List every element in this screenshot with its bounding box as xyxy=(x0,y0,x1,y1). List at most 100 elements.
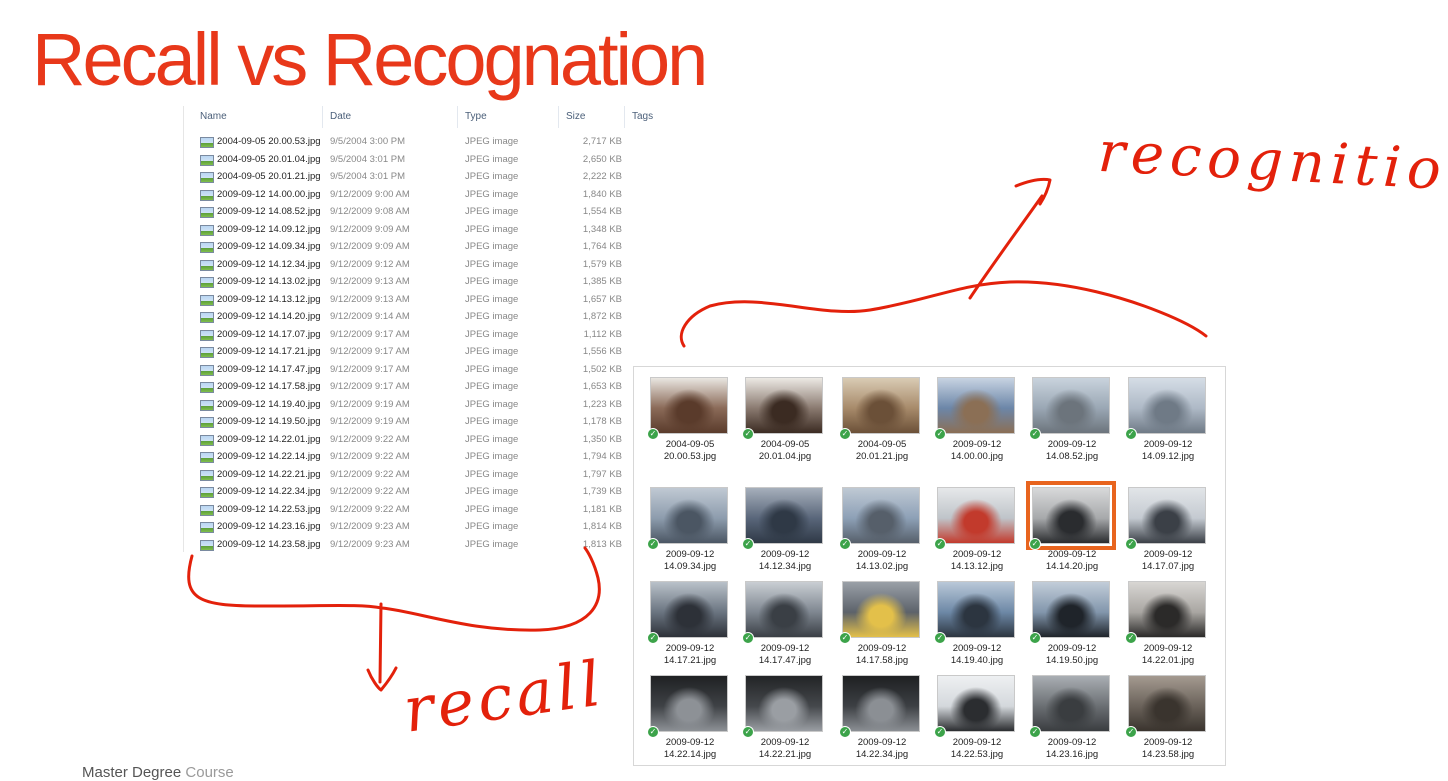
thumbnail-item[interactable]: ✓ 2009-09-12 14.17.21.jpg xyxy=(647,581,730,673)
thumbnail-item[interactable]: ✓ 2009-09-12 14.22.53.jpg xyxy=(934,675,1017,767)
file-row[interactable]: 2009-09-12 14.13.02.jpg 9/12/2009 9:13 AM… xyxy=(184,274,701,292)
photo-thumbnail[interactable] xyxy=(1128,377,1206,434)
thumbnail-item[interactable]: ✓ 2004-09-05 20.01.04.jpg xyxy=(742,377,825,469)
photo-thumbnail[interactable] xyxy=(650,675,728,732)
jpeg-file-icon xyxy=(200,364,214,376)
photo-thumbnail[interactable] xyxy=(1032,377,1110,434)
thumbnail-item[interactable]: ✓ 2009-09-12 14.23.58.jpg xyxy=(1125,675,1208,767)
file-row[interactable]: 2009-09-12 14.09.12.jpg 9/12/2009 9:09 AM… xyxy=(184,222,701,240)
thumbnail-label-line2: 14.22.34.jpg xyxy=(855,749,909,760)
column-divider[interactable] xyxy=(322,106,323,128)
thumbnail-item[interactable]: ✓ 2009-09-12 14.17.47.jpg xyxy=(742,581,825,673)
photo-thumbnail[interactable] xyxy=(745,581,823,638)
photo-thumbnail[interactable] xyxy=(1032,581,1110,638)
thumbnail-item[interactable]: ✓ 2009-09-12 14.22.14.jpg xyxy=(647,675,730,767)
file-row[interactable]: 2009-09-12 14.19.40.jpg 9/12/2009 9:19 AM… xyxy=(184,397,701,415)
file-date: 9/5/2004 3:00 PM xyxy=(330,136,405,147)
thumbnail-item[interactable]: ✓ 2009-09-12 14.14.20.jpg xyxy=(1026,481,1116,579)
thumbnail-item[interactable]: ✓ 2009-09-12 14.13.12.jpg xyxy=(934,487,1017,579)
file-name: 2009-09-12 14.12.34.jpg xyxy=(217,258,321,270)
photo-thumbnail[interactable] xyxy=(1128,581,1206,638)
column-size[interactable]: Size xyxy=(566,111,586,122)
photo-thumbnail[interactable] xyxy=(937,377,1015,434)
column-date[interactable]: Date xyxy=(330,111,352,122)
jpeg-file-icon xyxy=(200,417,214,428)
thumbnail-label: 2009-09-12 14.08.52.jpg xyxy=(1018,439,1126,463)
photo-thumbnail[interactable] xyxy=(937,487,1015,544)
column-divider[interactable] xyxy=(457,106,458,128)
file-row[interactable]: 2009-09-12 14.09.34.jpg 9/12/2009 9:09 AM… xyxy=(184,239,701,257)
file-size: 2,650 KB xyxy=(582,153,622,165)
thumbnail-item[interactable]: ✓ 2009-09-12 14.23.16.jpg xyxy=(1029,675,1112,767)
photo-thumbnail[interactable] xyxy=(937,581,1015,638)
file-date: 9/12/2009 9:19 AM xyxy=(330,398,410,410)
photo-thumbnail[interactable] xyxy=(745,675,823,732)
photo-thumbnail[interactable] xyxy=(745,487,823,544)
file-row[interactable]: 2004-09-05 20.01.04.jpg 9/5/2004 3:01 PM J… xyxy=(184,152,701,170)
file-row[interactable]: 2004-09-05 20.01.21.jpg 9/5/2004 3:01 PM J… xyxy=(184,169,701,187)
photo-thumbnail[interactable] xyxy=(842,377,920,434)
file-type: JPEG image xyxy=(465,206,519,217)
thumbnail-item[interactable]: ✓ 2009-09-12 14.13.02.jpg xyxy=(839,487,922,579)
column-divider[interactable] xyxy=(558,106,559,128)
file-row[interactable]: 2009-09-12 14.23.16.jpg 9/12/2009 9:23 AM… xyxy=(184,519,701,537)
file-row[interactable]: 2009-09-12 14.17.58.jpg 9/12/2009 9:17 AM… xyxy=(184,379,701,397)
file-row[interactable]: 2009-09-12 14.00.00.jpg 9/12/2009 9:00 AM… xyxy=(184,187,701,205)
file-type: JPEG image xyxy=(465,188,519,200)
photo-thumbnail[interactable] xyxy=(745,377,823,434)
photo-thumbnail[interactable] xyxy=(650,581,728,638)
thumbnail-item[interactable]: ✓ 2009-09-12 14.09.12.jpg xyxy=(1125,377,1208,469)
photo-thumbnail[interactable] xyxy=(1128,675,1206,732)
file-row[interactable]: 2009-09-12 14.22.14.jpg 9/12/2009 9:22 AM… xyxy=(184,449,701,467)
thumbnail-item[interactable]: ✓ 2009-09-12 14.19.40.jpg xyxy=(934,581,1017,673)
file-row[interactable]: 2009-09-12 14.22.34.jpg 9/12/2009 9:22 AM… xyxy=(184,484,701,502)
thumbnail-label-line1: 2009-09-12 xyxy=(952,439,1002,450)
file-row[interactable]: 2009-09-12 14.17.07.jpg 9/12/2009 9:17 AM… xyxy=(184,327,701,345)
column-tags[interactable]: Tags xyxy=(632,111,654,122)
file-row[interactable]: 2009-09-12 14.22.53.jpg 9/12/2009 9:22 AM… xyxy=(184,502,701,520)
thumbnail-item[interactable]: ✓ 2009-09-12 14.19.50.jpg xyxy=(1029,581,1112,673)
file-row[interactable]: 2009-09-12 14.22.21.jpg 9/12/2009 9:22 AM… xyxy=(184,467,701,485)
file-name: 2009-09-12 14.09.34.jpg xyxy=(217,241,321,252)
thumbnail-item[interactable]: ✓ 2004-09-05 20.00.53.jpg xyxy=(647,377,730,469)
thumbnail-item[interactable]: ✓ 2009-09-12 14.17.58.jpg xyxy=(839,581,922,673)
photo-thumbnail[interactable] xyxy=(937,675,1015,732)
file-date: 9/12/2009 9:17 AM xyxy=(330,328,410,340)
thumbnail-label-line1: 2004-09-05 xyxy=(665,439,715,450)
file-row[interactable]: 2009-09-12 14.08.52.jpg 9/12/2009 9:08 AM… xyxy=(184,204,701,222)
column-type[interactable]: Type xyxy=(465,111,487,122)
thumbnail-item[interactable]: ✓ 2004-09-05 20.01.21.jpg xyxy=(839,377,922,469)
thumbnail-label: 2009-09-12 14.22.14.jpg xyxy=(636,737,744,761)
photo-thumbnail[interactable] xyxy=(1032,675,1110,732)
photo-thumbnail[interactable] xyxy=(650,377,728,434)
column-divider[interactable] xyxy=(624,106,625,128)
thumbnail-item[interactable]: ✓ 2009-09-12 14.22.21.jpg xyxy=(742,675,825,767)
file-row[interactable]: 2009-09-12 14.19.50.jpg 9/12/2009 9:19 AM… xyxy=(184,414,701,432)
photo-thumbnail[interactable] xyxy=(650,487,728,544)
thumbnail-item[interactable]: ✓ 2009-09-12 14.00.00.jpg xyxy=(934,377,1017,469)
file-row[interactable]: 2009-09-12 14.17.21.jpg 9/12/2009 9:17 AM… xyxy=(184,344,701,362)
photo-thumbnail[interactable] xyxy=(1128,487,1206,544)
thumbnail-item[interactable]: ✓ 2009-09-12 14.22.01.jpg xyxy=(1125,581,1208,673)
file-row[interactable]: 2009-09-12 14.12.34.jpg 9/12/2009 9:12 AM… xyxy=(184,257,701,275)
photo-thumbnail[interactable] xyxy=(842,675,920,732)
file-size: 1,502 KB xyxy=(582,363,622,375)
photo-thumbnail[interactable] xyxy=(1026,481,1116,550)
thumbnail-item[interactable]: ✓ 2009-09-12 14.17.07.jpg xyxy=(1125,487,1208,579)
photo-thumbnail[interactable] xyxy=(842,487,920,544)
file-row[interactable]: 2009-09-12 14.23.58.jpg 9/12/2009 9:23 AM… xyxy=(184,537,701,555)
file-row[interactable]: 2004-09-05 20.00.53.jpg 9/5/2004 3:00 PM J… xyxy=(184,134,701,152)
file-date: 9/5/2004 3:01 PM xyxy=(330,153,405,165)
thumbnail-label: 2009-09-12 14.19.50.jpg xyxy=(1018,643,1126,667)
file-row[interactable]: 2009-09-12 14.17.47.jpg 9/12/2009 9:17 AM… xyxy=(184,362,701,380)
file-type: JPEG image xyxy=(465,171,519,182)
file-row[interactable]: 2009-09-12 14.13.12.jpg 9/12/2009 9:13 AM… xyxy=(184,292,701,310)
photo-thumbnail[interactable] xyxy=(842,581,920,638)
thumbnail-item[interactable]: ✓ 2009-09-12 14.22.34.jpg xyxy=(839,675,922,767)
file-row[interactable]: 2009-09-12 14.22.01.jpg 9/12/2009 9:22 AM… xyxy=(184,432,701,450)
thumbnail-item[interactable]: ✓ 2009-09-12 14.08.52.jpg xyxy=(1029,377,1112,469)
file-row[interactable]: 2009-09-12 14.14.20.jpg 9/12/2009 9:14 AM… xyxy=(184,309,701,327)
thumbnail-item[interactable]: ✓ 2009-09-12 14.12.34.jpg xyxy=(742,487,825,579)
thumbnail-item[interactable]: ✓ 2009-09-12 14.09.34.jpg xyxy=(647,487,730,579)
column-name[interactable]: Name xyxy=(200,111,227,122)
